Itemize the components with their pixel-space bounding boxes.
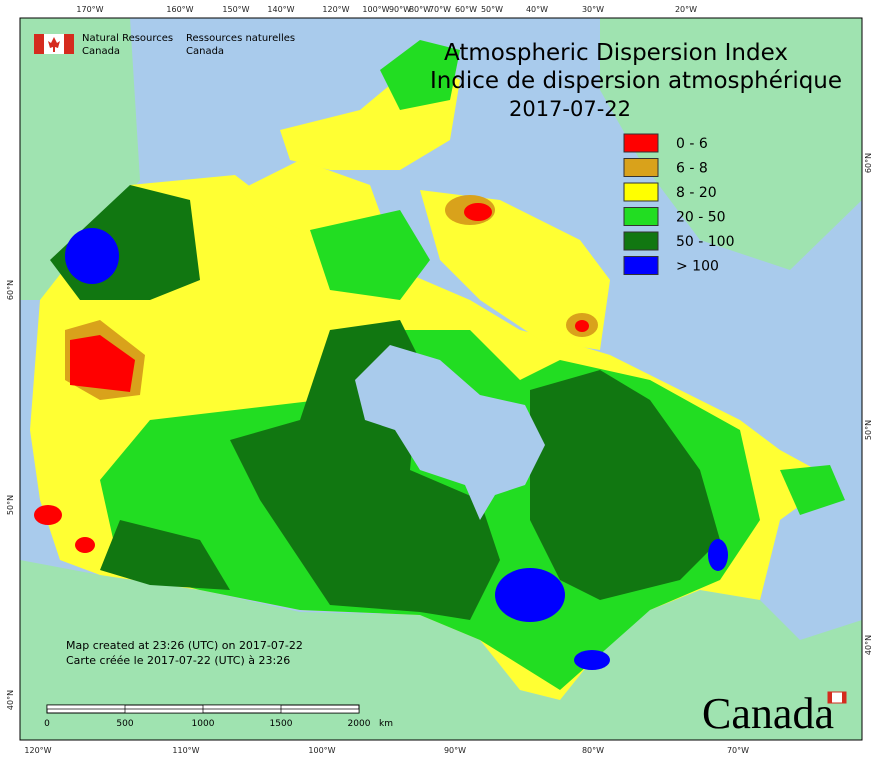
longitude-label: 80°W <box>582 746 604 755</box>
longitude-label: 160°W <box>166 5 193 14</box>
flag-band <box>64 34 74 54</box>
longitude-label: 70°W <box>429 5 451 14</box>
region-50-100 <box>530 370 720 600</box>
longitude-label: 90°W <box>389 5 411 14</box>
baffin-island <box>420 190 610 350</box>
latitude-label: 60°N <box>6 280 15 300</box>
latitude-label: 60°N <box>864 153 873 173</box>
maple-leaf <box>48 37 60 52</box>
region-50-100 <box>100 520 230 590</box>
region-above-100 <box>574 650 610 670</box>
legend-swatch <box>623 133 659 153</box>
legend-label: > 100 <box>676 259 719 275</box>
org-name-en: Canada <box>82 46 120 57</box>
longitude-label: 170°W <box>76 5 103 14</box>
region-0-6 <box>464 203 492 221</box>
latitude-label: 40°N <box>6 690 15 710</box>
graticule-labels: 170°W 160°W 150°W 140°W 120°W 100°W 90°W80°W70… <box>6 5 873 755</box>
longitude-label: 60°W <box>455 5 477 14</box>
region-above-100 <box>65 228 119 284</box>
longitude-label: 120°W <box>24 746 51 755</box>
region-0-6 <box>575 320 589 332</box>
longitude-label: 90°W <box>444 746 466 755</box>
region-above-100 <box>708 539 728 571</box>
hudson-bay <box>355 345 545 520</box>
scale-bar-label: 1000 <box>192 719 215 729</box>
latitude-label: 40°N <box>864 635 873 655</box>
longitude-label: 20°W <box>675 5 697 14</box>
legend-label: 8 - 20 <box>676 185 717 201</box>
wordmark-flag <box>842 692 846 703</box>
scale-bar-label: 2000 <box>348 719 371 729</box>
land-foreign <box>600 18 862 270</box>
wordmark-flag <box>828 692 832 703</box>
longitude-label: 100°W <box>362 5 389 14</box>
org-name-fr: Ressources naturelles <box>186 33 295 44</box>
legend: 0 - 6 6 - 8 8 - 20 20 - 50 50 - 100 > 100 <box>623 133 735 275</box>
scale-bar-unit: km <box>379 719 393 729</box>
legend-swatch <box>623 158 659 177</box>
region-above-100 <box>495 568 565 622</box>
scale-bar-segment <box>124 708 204 714</box>
scale-bar-segment <box>46 704 126 710</box>
region-50-100 <box>230 320 500 620</box>
scale-bar: 0 500 1000 1500 2000 km <box>44 704 393 729</box>
newfoundland <box>780 465 845 515</box>
title-en: Atmospheric Dispersion Index <box>444 40 788 66</box>
credit-fr: Carte créée le 2017-07-22 (UTC) à 23:26 <box>66 654 290 667</box>
canada-wordmark: Canada <box>702 689 834 738</box>
longitude-label: 30°W <box>582 5 604 14</box>
longitude-label: 140°W <box>267 5 294 14</box>
map-frame <box>19 17 863 741</box>
longitude-label: 100°W <box>308 746 335 755</box>
longitude-label: 40°W <box>526 5 548 14</box>
scale-bar-label: 1500 <box>270 719 293 729</box>
arctic-island <box>310 210 430 300</box>
scale-bar-segment <box>202 704 282 710</box>
longitude-label: 70°W <box>727 746 749 755</box>
longitude-label: 120°W <box>322 5 349 14</box>
title-fr: Indice de dispersion atmosphérique <box>430 68 842 94</box>
longitude-label: 50°W <box>481 5 503 14</box>
longitude-label: 80°W <box>409 5 431 14</box>
region-0-6 <box>70 335 135 392</box>
longitude-label: 110°W <box>172 746 199 755</box>
region-0-6 <box>75 537 95 553</box>
title-date: 2017-07-22 <box>509 97 631 121</box>
flag-band <box>34 34 44 54</box>
credit-en: Map created at 23:26 (UTC) on 2017-07-22 <box>66 639 303 652</box>
arctic-island <box>380 40 460 110</box>
latitude-label: 50°N <box>6 495 15 515</box>
land-foreign <box>20 560 862 740</box>
scale-bar-segment <box>280 708 360 714</box>
legend-swatch <box>623 207 659 226</box>
scale-bar-label: 0 <box>44 719 50 729</box>
region-0-6 <box>34 505 62 525</box>
org-name-en: Natural Resources <box>82 33 173 44</box>
legend-label: 0 - 6 <box>676 136 708 152</box>
legend-swatch <box>623 256 659 275</box>
map-area <box>20 18 862 740</box>
org-name-fr: Canada <box>186 46 224 57</box>
legend-label: 20 - 50 <box>676 210 726 226</box>
legend-label: 6 - 8 <box>676 161 708 177</box>
legend-swatch <box>623 231 659 251</box>
land-foreign <box>20 18 140 300</box>
legend-label: 50 - 100 <box>676 234 735 250</box>
longitude-label: 150°W <box>222 5 249 14</box>
legend-swatch <box>623 182 659 202</box>
scale-bar-label: 500 <box>116 719 133 729</box>
latitude-label: 50°N <box>864 420 873 440</box>
